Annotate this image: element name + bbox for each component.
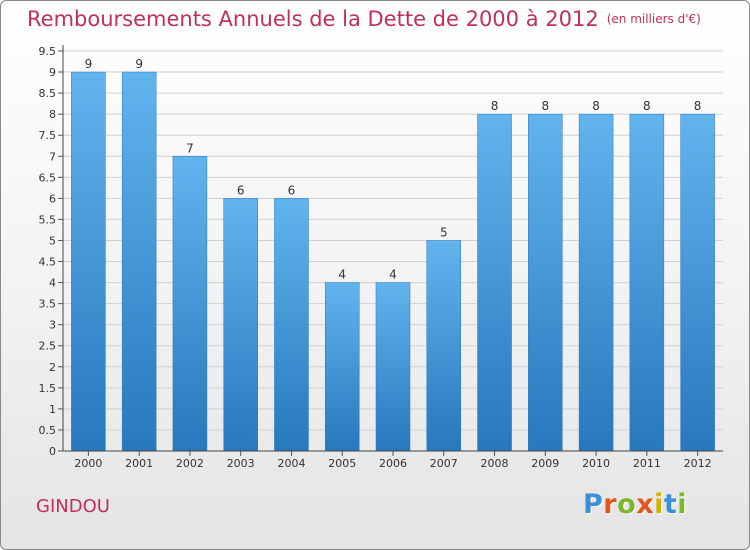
bar-2012 (680, 113, 715, 452)
bar-2011 (629, 113, 665, 452)
chart-title: Remboursements Annuels de la Dette de 20… (27, 7, 701, 31)
y-axis: 0 0.5 1 1.5 2 2.5 3 3.5 4 4.5 5 5.5 6 6.5 7 7.5 8 8.5 9 9.5 (39, 45, 64, 458)
y-tick-label: 4 (49, 277, 56, 290)
logo-letter: t (663, 489, 678, 520)
chart-subtitle: (en milliers d'€) (606, 12, 701, 26)
y-tick-label: 0 (49, 445, 56, 458)
bar-2010 (578, 113, 614, 452)
y-tick-label: 6 (49, 192, 56, 205)
logo-letter: o (617, 489, 637, 520)
y-tick-label: 2.5 (39, 340, 57, 353)
x-axis: 2000 2001 2002 2003 2004 2005 2006 2007 2008 2009… (63, 450, 723, 470)
y-tick-label: 0.5 (39, 424, 57, 437)
bar-2009 (528, 113, 563, 452)
data-label: 4 (389, 268, 397, 282)
x-tick-label: 2012 (684, 457, 712, 470)
y-tick-label: 9 (49, 66, 56, 79)
bar-2001 (121, 71, 157, 452)
y-tick-label: 5 (49, 234, 56, 247)
logo-letter: r (603, 489, 618, 520)
y-tick-label: 1 (49, 403, 56, 416)
x-tick-label: 2001 (125, 457, 153, 470)
logo-letter: i (654, 489, 664, 520)
data-label: 7 (186, 141, 194, 155)
logo-letter: P (583, 489, 604, 520)
data-label: 4 (338, 268, 346, 282)
proxiti-logo[interactable]: Proxiti (583, 489, 687, 520)
y-tick-label: 2 (49, 361, 56, 374)
y-tick-label: 5.5 (39, 213, 57, 226)
data-label: 9 (135, 57, 143, 71)
y-tick-label: 8.5 (39, 87, 57, 100)
data-label: 8 (592, 99, 600, 113)
x-tick-label: 2008 (481, 457, 509, 470)
bar-2005 (324, 282, 360, 452)
logo-letter: x (636, 489, 655, 520)
x-tick-label: 2011 (633, 457, 661, 470)
logo-letter: i (677, 489, 688, 520)
x-tick-label: 2005 (328, 457, 356, 470)
y-tick-label: 7.5 (39, 129, 57, 142)
town-name: GINDOU (36, 496, 110, 517)
x-tick-label: 2009 (531, 457, 559, 470)
data-label: 8 (643, 99, 651, 113)
x-tick-label: 2007 (430, 457, 458, 470)
y-tick-label: 3 (49, 319, 56, 332)
x-tick-label: 2003 (227, 457, 255, 470)
data-label: 8 (491, 99, 499, 113)
y-tick-label: 1.5 (39, 382, 57, 395)
bar-2002 (172, 156, 208, 452)
bars: 9 9 7 6 6 4 4 5 8 8 8 8 8 (71, 57, 715, 452)
data-label: 5 (440, 225, 448, 239)
y-tick-label: 8 (49, 108, 56, 121)
bar-2007 (426, 240, 462, 452)
x-tick-label: 2006 (379, 457, 407, 470)
x-tick-label: 2000 (74, 457, 102, 470)
x-tick-label: 2002 (176, 457, 204, 470)
x-tick-label: 2010 (582, 457, 610, 470)
data-label: 9 (85, 57, 93, 71)
y-tick-label: 6.5 (39, 171, 57, 184)
x-tick-label: 2004 (277, 457, 305, 470)
y-tick-label: 7 (49, 150, 56, 163)
y-tick-label: 9.5 (39, 45, 57, 58)
bar-2004 (274, 198, 309, 452)
bar-2006 (375, 282, 411, 452)
data-label: 8 (694, 99, 702, 113)
data-label: 6 (237, 183, 245, 197)
y-tick-label: 4.5 (39, 256, 57, 269)
bar-2000 (71, 71, 106, 452)
bar-2008 (477, 113, 512, 452)
bar-2003 (223, 198, 258, 452)
data-label: 8 (541, 99, 549, 113)
y-tick-label: 3.5 (39, 298, 57, 311)
chart-title-text: Remboursements Annuels de la Dette de 20… (27, 7, 599, 31)
data-label: 6 (288, 183, 296, 197)
